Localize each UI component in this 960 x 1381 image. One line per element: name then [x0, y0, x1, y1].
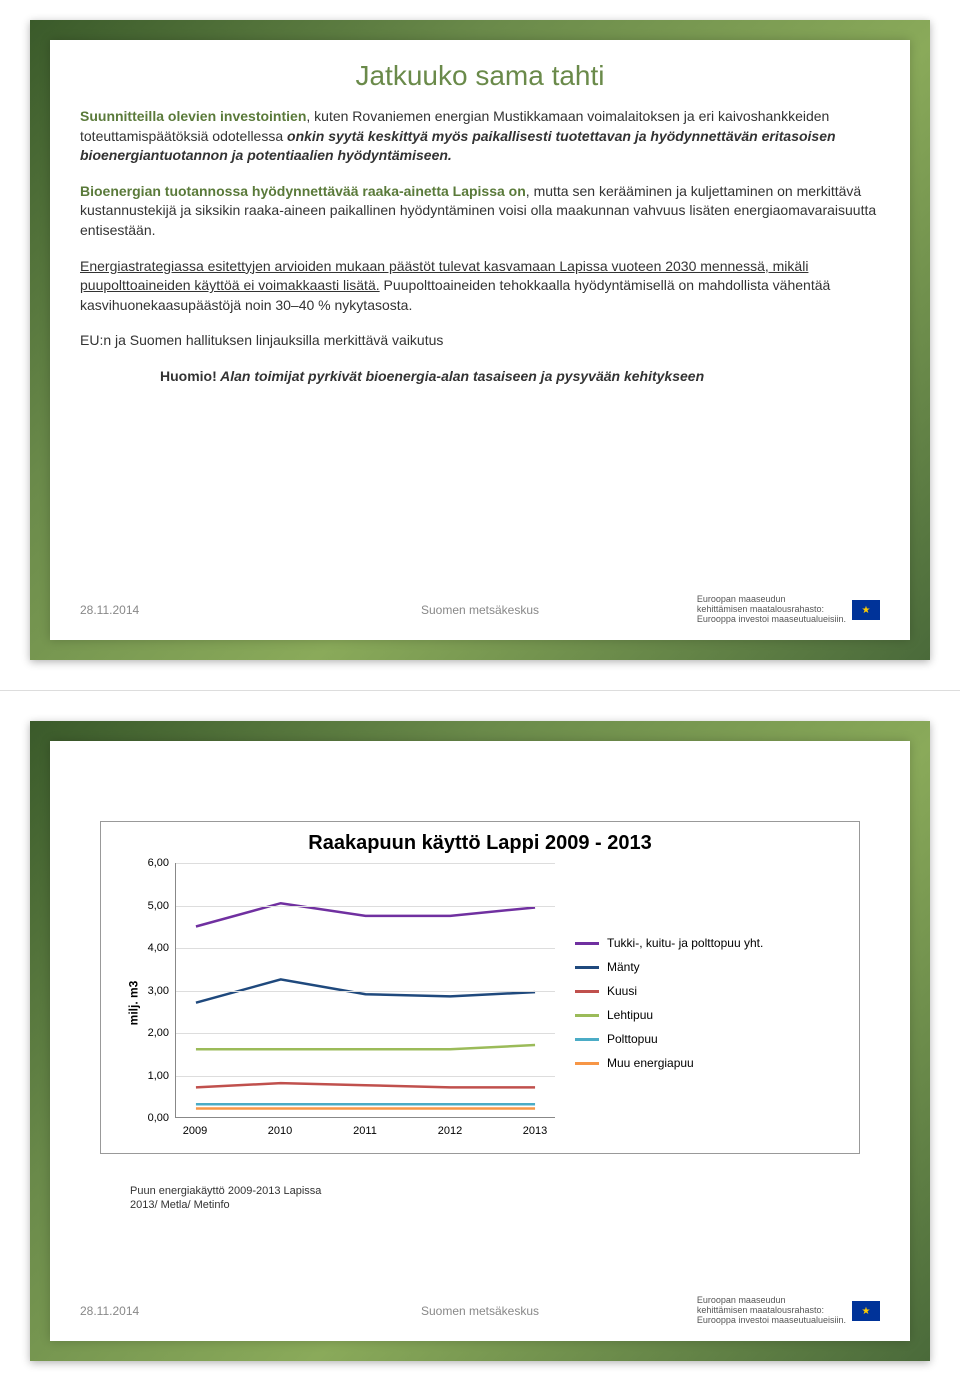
chart-container: Raakapuun käyttö Lappi 2009 - 2013 milj.…	[100, 821, 860, 1154]
x-tick-label: 2011	[353, 1125, 377, 1137]
chart-title: Raakapuun käyttö Lappi 2009 - 2013	[111, 832, 849, 855]
slide-1-para-4: EU:n ja Suomen hallituksen linjauksilla …	[80, 331, 880, 351]
slide-1-para-2: Bioenergian tuotannossa hyödynnettävää r…	[80, 182, 880, 241]
slide-2-footer: 28.11.2014 Suomen metsäkeskus Euroopan m…	[80, 1296, 880, 1326]
legend-swatch	[575, 1038, 599, 1041]
eu-line3: Eurooppa investoi maaseutualueisiin.	[697, 615, 846, 625]
p2-lead: Bioenergian tuotannossa hyödynnettävää r…	[80, 183, 526, 199]
footer-date: 28.11.2014	[80, 603, 139, 617]
legend-item: Tukki-, kuitu- ja polttopuu yht.	[575, 936, 849, 950]
y-tick-label: 3,00	[148, 985, 169, 997]
footer-date-2: 28.11.2014	[80, 1304, 139, 1318]
plot-area: 0,001,002,003,004,005,006,00 20092010201…	[135, 863, 555, 1143]
chart-caption: Puun energiakäyttö 2009-2013 Lapissa 201…	[130, 1184, 880, 1213]
slide-2-content: Raakapuun käyttö Lappi 2009 - 2013 milj.…	[50, 741, 910, 1341]
eu-badge-text: Euroopan maaseudun kehittämisen maatalou…	[697, 595, 846, 625]
legend-item: Polttopuu	[575, 1032, 849, 1046]
legend-swatch	[575, 990, 599, 993]
eu-badge-text-2: Euroopan maaseudun kehittämisen maatalou…	[697, 1296, 846, 1326]
slide-1-huomio: Huomio! Alan toimijat pyrkivät bioenergi…	[80, 367, 880, 387]
legend-item: Mänty	[575, 960, 849, 974]
legend-item: Lehtipuu	[575, 1008, 849, 1022]
eu-line3-2: Eurooppa investoi maaseutualueisiin.	[697, 1316, 846, 1326]
series-line	[196, 903, 535, 926]
y-tick-label: 4,00	[148, 942, 169, 954]
p1-lead: Suunnitteilla olevien investointien	[80, 108, 306, 124]
grid-line	[176, 863, 555, 864]
y-tick-label: 0,00	[148, 1112, 169, 1124]
x-ticks: 2009 2010 2011 2012 2013	[175, 1121, 555, 1143]
legend-swatch	[575, 1014, 599, 1017]
series-line	[196, 1045, 535, 1049]
legend-label: Mänty	[607, 960, 640, 974]
chart-legend: Tukki-, kuitu- ja polttopuu yht. Mänty Kuu…	[555, 863, 849, 1143]
legend-swatch	[575, 1062, 599, 1065]
series-line	[196, 1083, 535, 1087]
legend-label: Polttopuu	[607, 1032, 658, 1046]
y-tick-label: 6,00	[148, 857, 169, 869]
slide-1-footer: 28.11.2014 Suomen metsäkeskus Euroopan m…	[80, 595, 880, 625]
grid-line	[176, 906, 555, 907]
y-tick-label: 2,00	[148, 1027, 169, 1039]
slide-1-title: Jatkuuko sama tahti	[80, 60, 880, 92]
y-tick-label: 5,00	[148, 900, 169, 912]
legend-label: Lehtipuu	[607, 1008, 653, 1022]
grid-line	[176, 948, 555, 949]
slide-2: Raakapuun käyttö Lappi 2009 - 2013 milj.…	[30, 721, 930, 1361]
x-tick-label: 2012	[438, 1125, 462, 1137]
eu-flag-icon-2: ★	[852, 1301, 880, 1321]
eu-flag-icon: ★	[852, 600, 880, 620]
slide-1-para-1: Suunnitteilla olevien investointien, kut…	[80, 107, 880, 166]
slide-separator	[0, 690, 960, 691]
legend-swatch	[575, 966, 599, 969]
slide-1: Jatkuuko sama tahti Suunnitteilla olevie…	[30, 20, 930, 660]
x-tick-label: 2009	[183, 1125, 207, 1137]
legend-label: Muu energiapuu	[607, 1056, 694, 1070]
slide-1-para-3: Energiastrategiassa esitettyjen arvioide…	[80, 257, 880, 316]
footer-org: Suomen metsäkeskus	[421, 603, 539, 617]
caption-line-2: 2013/ Metla/ Metinfo	[130, 1198, 880, 1212]
legend-item: Kuusi	[575, 984, 849, 998]
footer-org-2: Suomen metsäkeskus	[421, 1304, 539, 1318]
x-tick-label: 2013	[523, 1125, 547, 1137]
y-tick-label: 1,00	[148, 1070, 169, 1082]
grid-line	[176, 991, 555, 992]
plot-inner	[175, 863, 555, 1118]
grid-line	[176, 1076, 555, 1077]
y-axis-label-wrap: milj. m3	[111, 863, 135, 1143]
eu-badge-2: Euroopan maaseudun kehittämisen maatalou…	[697, 1296, 880, 1326]
chart-body: milj. m3 0,001,002,003,004,005,006,00 20…	[111, 863, 849, 1143]
legend-swatch	[575, 942, 599, 945]
legend-label: Kuusi	[607, 984, 637, 998]
caption-line-1: Puun energiakäyttö 2009-2013 Lapissa	[130, 1184, 880, 1198]
x-tick-label: 2010	[268, 1125, 292, 1137]
y-ticks: 0,001,002,003,004,005,006,00	[135, 863, 173, 1118]
eu-badge: Euroopan maaseudun kehittämisen maatalou…	[697, 595, 880, 625]
huomio-text: Alan toimijat pyrkivät bioenergia-alan t…	[217, 368, 704, 384]
legend-label: Tukki-, kuitu- ja polttopuu yht.	[607, 936, 763, 950]
slide-1-content: Jatkuuko sama tahti Suunnitteilla olevie…	[50, 40, 910, 640]
huomio-label: Huomio!	[160, 368, 217, 384]
grid-line	[176, 1033, 555, 1034]
legend-item: Muu energiapuu	[575, 1056, 849, 1070]
